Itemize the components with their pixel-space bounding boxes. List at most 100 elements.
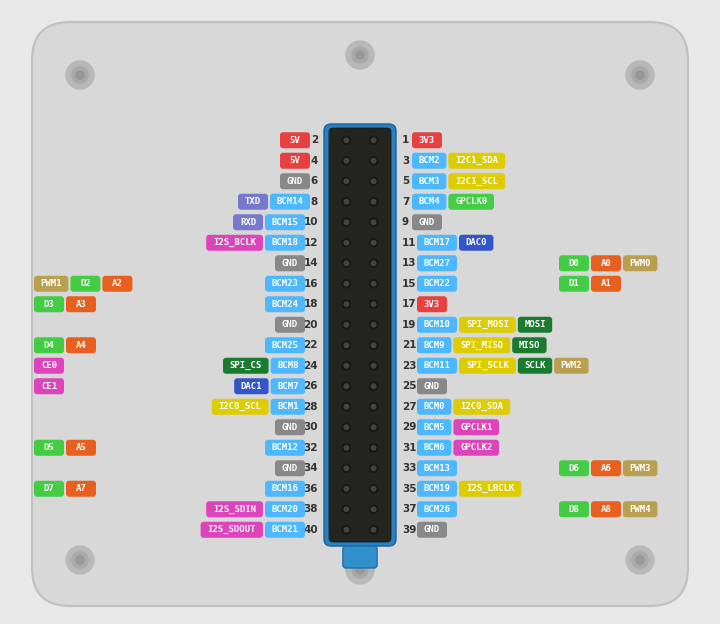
FancyBboxPatch shape — [271, 399, 305, 415]
FancyBboxPatch shape — [34, 337, 64, 353]
FancyBboxPatch shape — [275, 255, 305, 271]
Text: BCM20: BCM20 — [271, 505, 298, 514]
FancyBboxPatch shape — [280, 153, 310, 168]
Text: 36: 36 — [304, 484, 318, 494]
Circle shape — [372, 158, 376, 163]
FancyBboxPatch shape — [280, 173, 310, 189]
Text: 37: 37 — [402, 504, 417, 514]
Text: 33: 33 — [402, 463, 416, 473]
Text: 29: 29 — [402, 422, 416, 432]
Text: PWM3: PWM3 — [629, 464, 651, 473]
FancyBboxPatch shape — [275, 317, 305, 333]
Circle shape — [369, 423, 378, 431]
FancyBboxPatch shape — [591, 276, 621, 292]
Circle shape — [369, 464, 378, 472]
Text: BCM2: BCM2 — [418, 156, 440, 165]
Text: 21: 21 — [402, 340, 416, 350]
Circle shape — [369, 218, 378, 227]
FancyBboxPatch shape — [591, 501, 621, 517]
Text: DAC1: DAC1 — [240, 382, 262, 391]
Circle shape — [342, 280, 351, 288]
FancyBboxPatch shape — [459, 235, 493, 251]
Circle shape — [369, 177, 378, 185]
Text: 26: 26 — [304, 381, 318, 391]
FancyBboxPatch shape — [417, 276, 457, 292]
Circle shape — [372, 446, 376, 450]
FancyBboxPatch shape — [417, 317, 457, 333]
Text: D6: D6 — [569, 464, 580, 473]
FancyBboxPatch shape — [559, 255, 589, 271]
Text: I2C1_SCL: I2C1_SCL — [455, 177, 498, 186]
FancyBboxPatch shape — [559, 501, 589, 517]
Text: 31: 31 — [402, 443, 416, 453]
Circle shape — [369, 361, 378, 370]
FancyBboxPatch shape — [559, 276, 589, 292]
FancyBboxPatch shape — [417, 255, 457, 271]
Circle shape — [344, 343, 348, 348]
Text: DAC0: DAC0 — [465, 238, 487, 247]
FancyBboxPatch shape — [265, 296, 305, 312]
FancyBboxPatch shape — [66, 440, 96, 456]
Text: D4: D4 — [44, 341, 55, 349]
Circle shape — [346, 41, 374, 69]
Text: 17: 17 — [402, 300, 417, 310]
Circle shape — [636, 71, 644, 79]
Text: A8: A8 — [600, 505, 611, 514]
Text: BCM22: BCM22 — [423, 280, 451, 288]
Text: BCM26: BCM26 — [423, 505, 451, 514]
Circle shape — [369, 300, 378, 308]
FancyBboxPatch shape — [238, 193, 268, 210]
Circle shape — [372, 404, 376, 409]
Circle shape — [344, 487, 348, 491]
Circle shape — [372, 261, 376, 265]
Circle shape — [369, 321, 378, 329]
Text: MISO: MISO — [518, 341, 540, 349]
Text: GPCLK2: GPCLK2 — [460, 443, 492, 452]
Circle shape — [342, 464, 351, 472]
FancyBboxPatch shape — [417, 399, 451, 415]
Circle shape — [344, 507, 348, 512]
FancyBboxPatch shape — [265, 440, 305, 456]
Text: 5: 5 — [402, 176, 409, 186]
FancyBboxPatch shape — [591, 255, 621, 271]
Circle shape — [372, 220, 376, 225]
Text: BCM6: BCM6 — [423, 443, 445, 452]
Circle shape — [369, 402, 378, 411]
Text: D2: D2 — [80, 280, 91, 288]
Text: RXD: RXD — [240, 218, 256, 227]
Text: BCM7: BCM7 — [277, 382, 299, 391]
Circle shape — [66, 61, 94, 89]
FancyBboxPatch shape — [559, 461, 589, 476]
Text: CE1: CE1 — [41, 382, 57, 391]
Circle shape — [344, 138, 348, 142]
Circle shape — [344, 240, 348, 245]
FancyBboxPatch shape — [34, 276, 68, 292]
Circle shape — [344, 466, 348, 470]
Circle shape — [352, 562, 368, 578]
Text: BCM24: BCM24 — [271, 300, 298, 309]
Circle shape — [372, 138, 376, 142]
FancyBboxPatch shape — [459, 358, 516, 374]
FancyBboxPatch shape — [518, 317, 552, 333]
FancyBboxPatch shape — [417, 378, 447, 394]
FancyBboxPatch shape — [518, 358, 552, 374]
Circle shape — [344, 527, 348, 532]
FancyBboxPatch shape — [554, 358, 588, 374]
Circle shape — [372, 364, 376, 368]
Text: 35: 35 — [402, 484, 416, 494]
Circle shape — [344, 425, 348, 429]
Text: 20: 20 — [304, 319, 318, 329]
Circle shape — [372, 527, 376, 532]
Circle shape — [342, 444, 351, 452]
Text: GND: GND — [282, 259, 298, 268]
FancyBboxPatch shape — [623, 501, 657, 517]
Text: 6: 6 — [311, 176, 318, 186]
FancyBboxPatch shape — [265, 276, 305, 292]
Circle shape — [369, 259, 378, 268]
FancyBboxPatch shape — [412, 153, 446, 168]
FancyBboxPatch shape — [271, 378, 305, 394]
Text: A5: A5 — [76, 443, 86, 452]
Text: A6: A6 — [600, 464, 611, 473]
Circle shape — [369, 485, 378, 493]
FancyBboxPatch shape — [454, 419, 499, 436]
